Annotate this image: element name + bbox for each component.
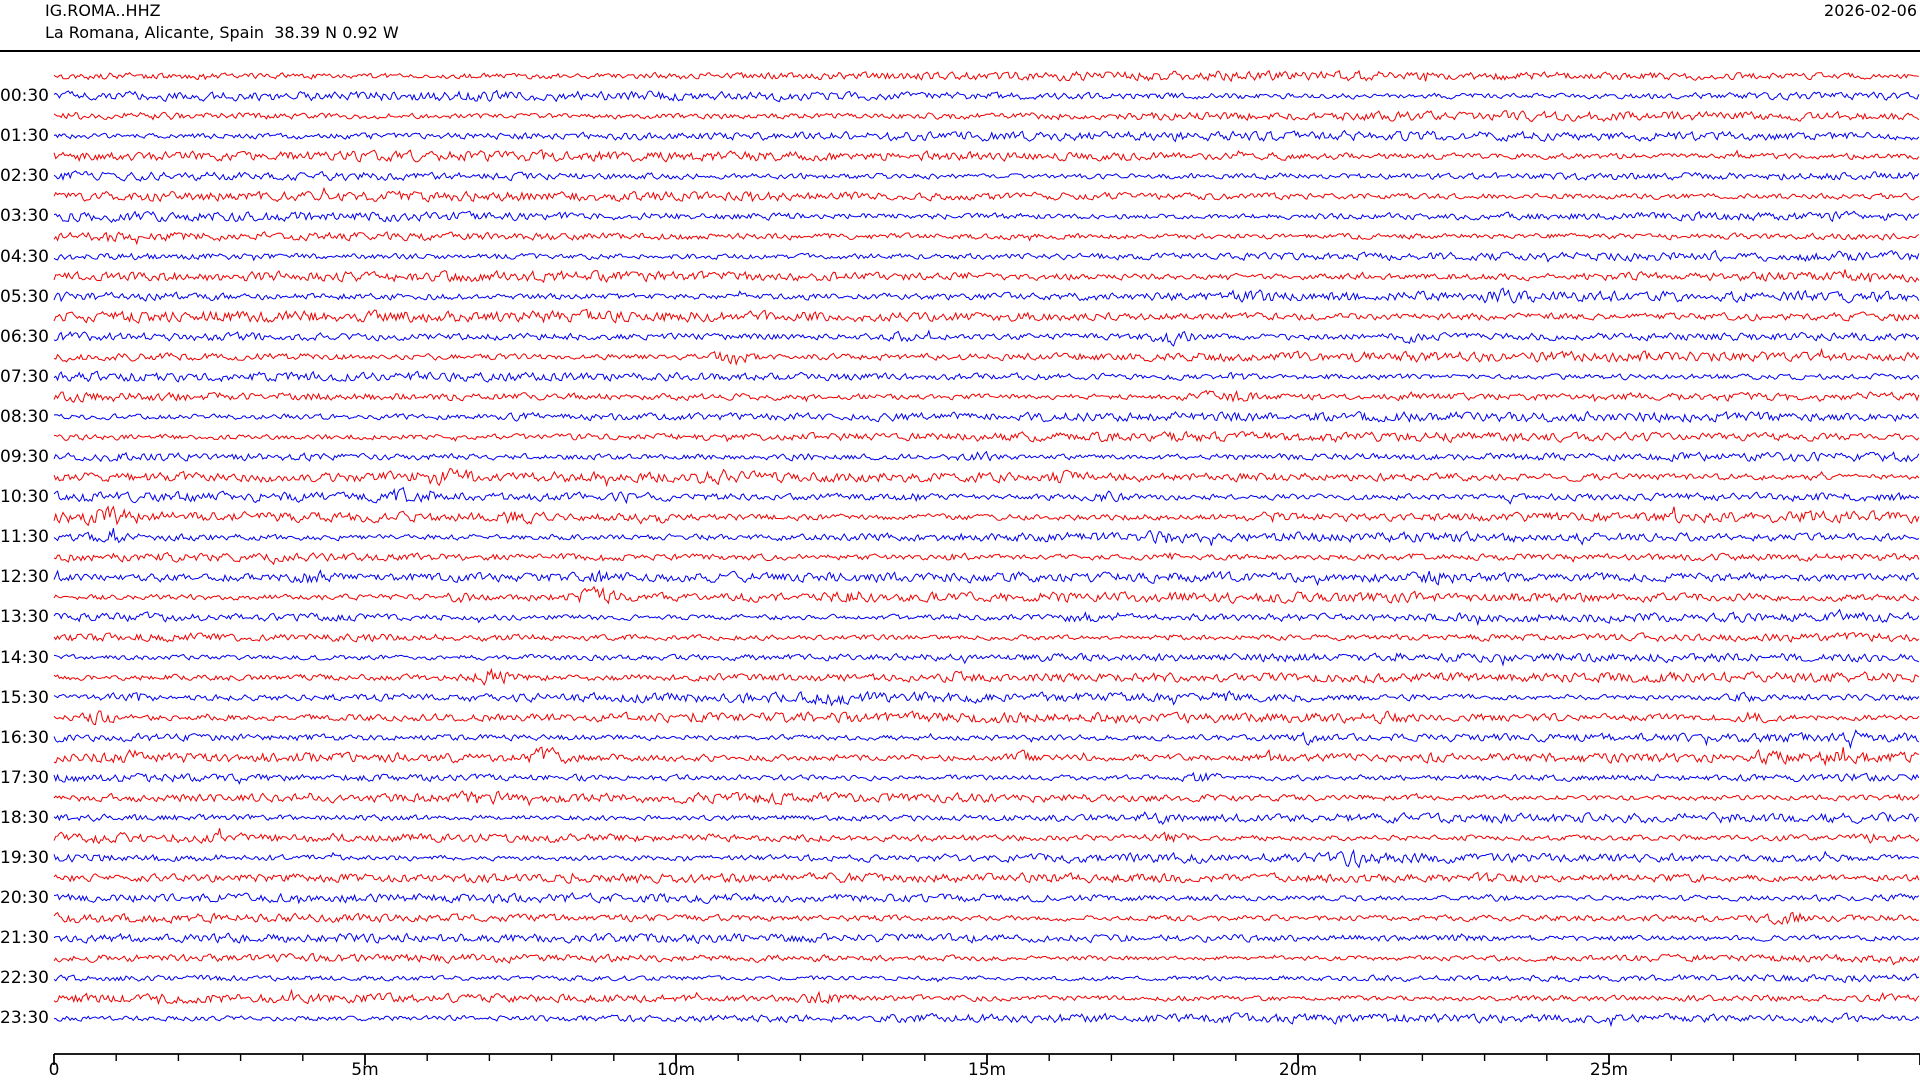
time-label: 21:30 bbox=[0, 928, 49, 949]
time-label: 03:30 bbox=[0, 206, 49, 227]
time-label: 10:30 bbox=[0, 487, 49, 508]
seismogram-trace bbox=[53, 249, 1920, 263]
time-label: 02:30 bbox=[0, 166, 49, 187]
time-label: 22:30 bbox=[0, 968, 49, 989]
time-label: 23:30 bbox=[0, 1008, 49, 1029]
seismogram-trace bbox=[53, 746, 1919, 767]
seismogram-trace bbox=[53, 849, 1920, 869]
date-label: 2026-02-06 bbox=[1824, 1, 1917, 20]
seismogram-trace bbox=[53, 170, 1920, 182]
x-axis-tick-label: 10m bbox=[656, 1060, 696, 1080]
seismogram-trace bbox=[53, 729, 1920, 750]
seismogram-trace bbox=[53, 871, 1920, 885]
seismogram-trace bbox=[53, 652, 1920, 667]
seismogram-trace bbox=[53, 370, 1920, 383]
seismogram-trace bbox=[53, 329, 1920, 347]
seismogram-trace bbox=[53, 892, 1920, 905]
time-label: 16:30 bbox=[0, 727, 49, 748]
seismogram-trace bbox=[53, 269, 1920, 284]
seismogram-trace bbox=[53, 389, 1920, 404]
seismogram-trace bbox=[53, 771, 1920, 785]
seismogram-trace bbox=[53, 231, 1920, 246]
time-label: 15:30 bbox=[0, 687, 49, 708]
time-label: 20:30 bbox=[0, 888, 49, 909]
station-code: IG.ROMA..HHZ bbox=[45, 1, 161, 20]
x-axis-tick-label: 0 bbox=[48, 1060, 60, 1080]
seismogram-trace bbox=[53, 1012, 1920, 1028]
time-label: 04:30 bbox=[0, 246, 49, 267]
seismogram-trace bbox=[53, 110, 1920, 123]
seismogram-trace bbox=[53, 450, 1920, 463]
time-label: 14:30 bbox=[0, 647, 49, 668]
header-divider bbox=[0, 50, 1920, 52]
time-label: 09:30 bbox=[0, 446, 49, 467]
time-label: 19:30 bbox=[0, 848, 49, 868]
x-axis-tick-label: 20m bbox=[1278, 1060, 1318, 1080]
seismogram-trace bbox=[53, 988, 1920, 1006]
seismogram-trace bbox=[53, 308, 1920, 324]
seismogram-trace bbox=[53, 528, 1920, 546]
seismogram-trace bbox=[53, 790, 1920, 807]
seismogram-trace bbox=[53, 129, 1920, 143]
seismogram-trace bbox=[53, 690, 1920, 707]
seismogram-trace bbox=[53, 486, 1920, 505]
x-axis-tick-label: 15m bbox=[967, 1060, 1007, 1080]
x-axis-tick-label: 25m bbox=[1589, 1060, 1629, 1080]
seismogram-trace bbox=[53, 608, 1920, 627]
time-label: 12:30 bbox=[0, 567, 49, 588]
x-axis-minor-ticks bbox=[115, 1054, 1859, 1061]
seismogram-trace bbox=[53, 569, 1920, 587]
time-label: 17:30 bbox=[0, 767, 49, 788]
time-label: 06:30 bbox=[0, 326, 49, 347]
seismogram-trace bbox=[53, 89, 1920, 103]
seismogram-trace bbox=[53, 186, 1920, 203]
x-axis-major-ticks bbox=[53, 1054, 1920, 1065]
seismogram-trace bbox=[53, 210, 1920, 223]
seismogram-trace bbox=[53, 551, 1920, 566]
seismogram-trace bbox=[53, 973, 1920, 984]
seismogram-trace bbox=[53, 585, 1920, 605]
seismogram-trace bbox=[53, 410, 1919, 424]
seismogram-trace bbox=[53, 911, 1920, 926]
station-description: La Romana, Alicante, Spain 38.39 N 0.92 … bbox=[45, 23, 399, 42]
time-label: 18:30 bbox=[0, 807, 49, 828]
time-label: 11:30 bbox=[0, 527, 49, 548]
seismogram-trace bbox=[53, 828, 1920, 845]
time-label: 01:30 bbox=[0, 126, 49, 147]
seismogram-trace bbox=[53, 69, 1919, 83]
seismogram-trace bbox=[53, 468, 1920, 488]
seismogram-trace bbox=[53, 667, 1920, 686]
x-axis-tick-label: 5m bbox=[351, 1060, 379, 1080]
seismogram-trace bbox=[53, 932, 1920, 945]
seismogram-trace bbox=[53, 347, 1920, 366]
seismogram-trace bbox=[53, 505, 1920, 527]
seismogram-trace bbox=[53, 952, 1920, 966]
seismogram-trace bbox=[53, 430, 1920, 444]
seismogram-trace bbox=[53, 811, 1920, 826]
time-label: 00:30 bbox=[0, 86, 49, 106]
time-label: 05:30 bbox=[0, 286, 49, 307]
time-label: 13:30 bbox=[0, 607, 49, 628]
time-label: 07:30 bbox=[0, 366, 49, 387]
seismogram-trace bbox=[53, 287, 1920, 304]
seismogram-trace bbox=[53, 149, 1920, 163]
time-label: 08:30 bbox=[0, 406, 49, 427]
seismogram-trace bbox=[53, 710, 1920, 726]
seismogram-trace bbox=[53, 631, 1920, 643]
